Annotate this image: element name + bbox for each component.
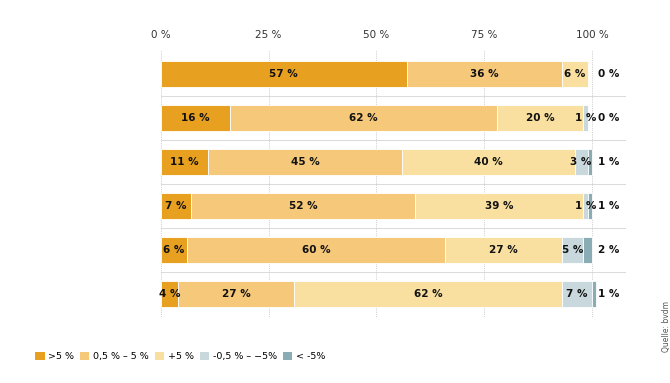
Text: 62 %: 62 %: [349, 113, 378, 123]
Text: 0 %: 0 %: [598, 113, 620, 123]
Text: 1 %: 1 %: [598, 289, 620, 299]
Bar: [161, 105, 230, 131]
Bar: [592, 280, 596, 307]
Bar: [161, 61, 407, 87]
Text: 39 %: 39 %: [485, 201, 513, 211]
Text: 1 %: 1 %: [575, 201, 596, 211]
Bar: [402, 149, 575, 175]
Bar: [191, 193, 415, 219]
Bar: [584, 237, 592, 263]
Text: 7 %: 7 %: [566, 289, 588, 299]
Bar: [161, 237, 187, 263]
Text: 27 %: 27 %: [222, 289, 251, 299]
Legend: >5 %, 0,5 % – 5 %, +5 %, -0,5 % – −5%, < -5%: >5 %, 0,5 % – 5 %, +5 %, -0,5 % – −5%, <…: [35, 352, 325, 362]
Bar: [588, 149, 592, 175]
Text: 36 %: 36 %: [470, 69, 498, 79]
Bar: [497, 105, 584, 131]
Bar: [178, 280, 294, 307]
Text: 3 %: 3 %: [570, 157, 592, 167]
Text: 0 %: 0 %: [598, 69, 620, 79]
Bar: [407, 61, 561, 87]
Bar: [561, 280, 592, 307]
Bar: [446, 237, 561, 263]
Bar: [415, 193, 584, 219]
Text: 20 %: 20 %: [526, 113, 555, 123]
Text: 1 %: 1 %: [598, 157, 620, 167]
Text: 1 %: 1 %: [598, 201, 620, 211]
Text: Quelle: bvdm: Quelle: bvdm: [662, 301, 670, 352]
Bar: [161, 280, 178, 307]
Text: 40 %: 40 %: [474, 157, 503, 167]
Text: 27 %: 27 %: [489, 245, 518, 255]
Text: 6 %: 6 %: [163, 245, 184, 255]
Text: 1 %: 1 %: [575, 113, 596, 123]
Text: 11 %: 11 %: [170, 157, 199, 167]
Text: 5 %: 5 %: [562, 245, 584, 255]
Bar: [294, 280, 561, 307]
Bar: [208, 149, 402, 175]
Text: 57 %: 57 %: [269, 69, 298, 79]
Bar: [161, 193, 191, 219]
Text: 45 %: 45 %: [291, 157, 320, 167]
Text: 7 %: 7 %: [165, 201, 187, 211]
Bar: [230, 105, 497, 131]
Bar: [575, 149, 588, 175]
Text: 2 %: 2 %: [598, 245, 620, 255]
Bar: [561, 237, 584, 263]
Text: 62 %: 62 %: [414, 289, 442, 299]
Text: 6 %: 6 %: [564, 69, 586, 79]
Text: 60 %: 60 %: [302, 245, 330, 255]
Bar: [161, 149, 208, 175]
Bar: [561, 61, 588, 87]
Text: 16 %: 16 %: [181, 113, 210, 123]
Bar: [584, 105, 588, 131]
Bar: [588, 193, 592, 219]
Bar: [187, 237, 446, 263]
Bar: [584, 193, 588, 219]
Text: 4 %: 4 %: [159, 289, 180, 299]
Text: 52 %: 52 %: [289, 201, 318, 211]
